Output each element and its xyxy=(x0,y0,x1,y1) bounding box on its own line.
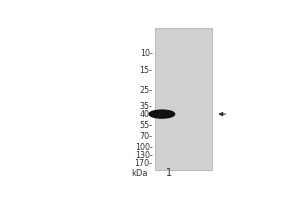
Text: 40-: 40- xyxy=(140,110,153,119)
Text: 10-: 10- xyxy=(140,49,153,58)
Text: kDa: kDa xyxy=(131,169,148,178)
Text: 35-: 35- xyxy=(140,102,153,111)
Bar xyxy=(155,28,212,170)
Text: 25-: 25- xyxy=(140,86,153,95)
Ellipse shape xyxy=(149,110,175,118)
Text: 170-: 170- xyxy=(135,159,153,168)
Text: 55-: 55- xyxy=(140,121,153,130)
Text: 130-: 130- xyxy=(135,151,153,160)
Text: 1: 1 xyxy=(166,168,172,178)
Text: 70-: 70- xyxy=(140,132,153,141)
Text: 100-: 100- xyxy=(135,143,153,152)
Text: 15-: 15- xyxy=(140,66,153,75)
